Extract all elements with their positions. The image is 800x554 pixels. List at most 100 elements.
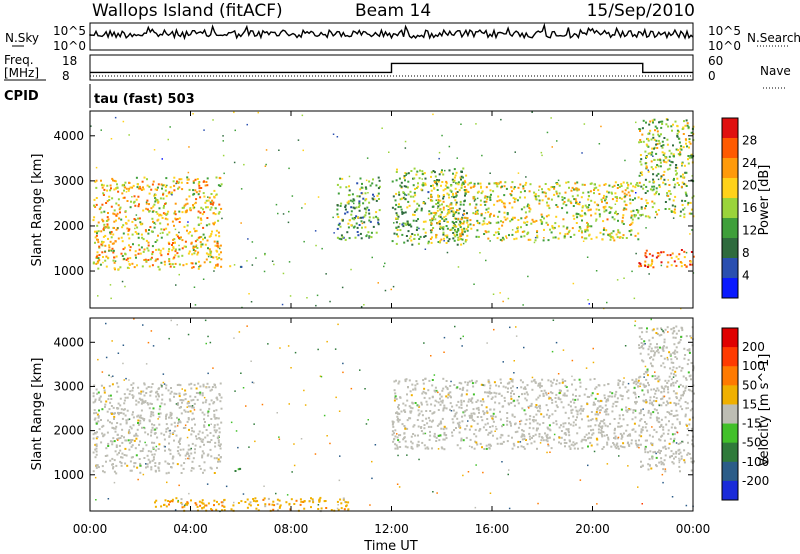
- data-cell: [584, 439, 587, 442]
- data-cell: [221, 501, 224, 504]
- data-cell: [394, 429, 397, 432]
- data-cell: [125, 215, 127, 218]
- data-cell: [166, 427, 169, 430]
- data-cell: [442, 233, 445, 236]
- data-cell: [492, 415, 495, 418]
- data-cell: [166, 223, 169, 226]
- y-tick-label: 4000: [53, 335, 84, 349]
- data-cell: [111, 457, 114, 460]
- data-cell: [279, 504, 282, 507]
- data-cell: [574, 443, 577, 446]
- data-speckle: [482, 384, 484, 386]
- data-cell: [450, 202, 453, 205]
- data-cell: [279, 505, 281, 508]
- data-cell: [557, 195, 560, 198]
- data-cell: [202, 452, 205, 455]
- data-cell: [637, 238, 640, 241]
- data-cell: [216, 500, 218, 503]
- data-cell: [667, 379, 670, 382]
- data-cell: [683, 347, 686, 350]
- data-speckle: [107, 498, 110, 500]
- data-cell: [152, 407, 155, 410]
- data-speckle: [467, 471, 470, 473]
- data-speckle: [527, 275, 529, 278]
- data-cell: [655, 192, 657, 195]
- data-cell: [434, 218, 437, 221]
- data-cell: [667, 432, 670, 435]
- data-cell: [649, 416, 652, 419]
- data-cell: [202, 401, 205, 404]
- data-cell: [209, 261, 212, 264]
- data-speckle: [627, 465, 629, 467]
- data-cell: [666, 143, 669, 146]
- data-cell: [153, 453, 156, 456]
- data-speckle: [198, 266, 200, 268]
- data-cell: [460, 399, 463, 402]
- data-cell: [208, 223, 211, 226]
- data-cell: [664, 157, 667, 160]
- data-cell: [618, 231, 621, 234]
- data-cell: [145, 387, 148, 390]
- data-speckle: [94, 476, 97, 479]
- data-cell: [267, 497, 270, 500]
- data-speckle: [178, 484, 180, 487]
- data-cell: [480, 383, 483, 386]
- data-cell: [398, 191, 400, 194]
- data-cell: [679, 422, 681, 425]
- data-cell: [124, 210, 127, 213]
- data-cell: [684, 171, 687, 174]
- data-speckle: [462, 335, 464, 338]
- data-cell: [615, 447, 618, 450]
- data-cell: [219, 445, 221, 447]
- data-cell: [548, 396, 551, 399]
- data-cell: [216, 245, 219, 248]
- data-cell: [463, 400, 465, 403]
- data-cell: [649, 129, 652, 132]
- data-cell: [213, 499, 216, 502]
- data-cell: [468, 182, 471, 185]
- data-cell: [125, 421, 128, 424]
- data-cell: [178, 178, 181, 181]
- y-tick-label: 3000: [53, 174, 84, 188]
- data-cell: [336, 213, 339, 216]
- data-cell: [102, 470, 104, 473]
- data-cell: [639, 412, 642, 415]
- data-cell: [108, 385, 111, 388]
- data-cell: [424, 177, 427, 180]
- data-cell: [477, 190, 480, 193]
- data-cell: [521, 438, 524, 441]
- data-cell: [396, 447, 399, 450]
- data-cell: [201, 441, 204, 443]
- data-cell: [411, 233, 414, 235]
- data-cell: [555, 404, 558, 407]
- data-speckle: [664, 468, 667, 470]
- data-cell: [427, 242, 430, 245]
- data-cell: [435, 180, 438, 183]
- data-cell: [424, 202, 427, 205]
- data-speckle: [668, 159, 671, 161]
- data-cell: [164, 449, 166, 452]
- data-cell: [472, 185, 475, 188]
- data-cell: [522, 434, 525, 436]
- data-speckle: [204, 319, 207, 322]
- data-cell: [634, 401, 636, 404]
- data-cell: [168, 258, 171, 260]
- data-cell: [662, 426, 665, 429]
- data-cell: [210, 399, 213, 402]
- data-cell: [154, 259, 157, 262]
- data-cell: [659, 439, 662, 442]
- data-cell: [540, 213, 543, 216]
- data-cell: [681, 329, 684, 332]
- data-cell: [670, 125, 673, 128]
- data-speckle: [128, 134, 130, 136]
- data-cell: [675, 396, 678, 398]
- data-cell: [176, 252, 179, 255]
- data-cell: [99, 206, 102, 209]
- data-cell: [143, 418, 146, 420]
- data-cell: [392, 195, 395, 198]
- data-cell: [465, 393, 468, 396]
- data-cell: [115, 464, 118, 467]
- data-cell: [159, 197, 162, 200]
- data-cell: [352, 226, 355, 229]
- data-cell: [249, 501, 252, 504]
